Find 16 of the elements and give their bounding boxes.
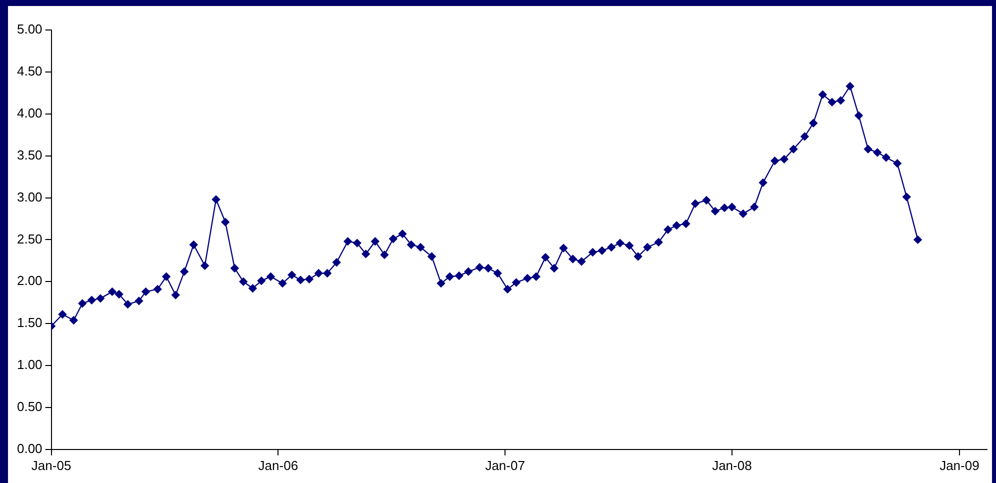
x-tick-label: Jan-06 [258, 458, 298, 473]
y-tick-label: 4.00 [16, 105, 42, 120]
x-tick-label: Jan-05 [31, 458, 72, 473]
x-tick-label: Jan-08 [712, 458, 752, 473]
x-tick-label: Jan-09 [940, 458, 980, 473]
y-tick-label: 2.00 [16, 273, 42, 288]
y-tick-label: 4.50 [16, 64, 42, 79]
y-tick-label: 5.00 [16, 22, 42, 37]
y-tick-label: 0.00 [16, 440, 42, 456]
y-tick-label: 0.50 [16, 399, 42, 414]
x-tick-label: Jan-07 [485, 458, 525, 473]
y-tick-label: 1.00 [16, 357, 42, 372]
y-tick-label: 3.50 [16, 147, 42, 162]
y-tick-label: 3.00 [16, 189, 42, 204]
y-tick-label: 2.50 [16, 231, 42, 246]
y-tick-label: 1.50 [16, 315, 42, 330]
